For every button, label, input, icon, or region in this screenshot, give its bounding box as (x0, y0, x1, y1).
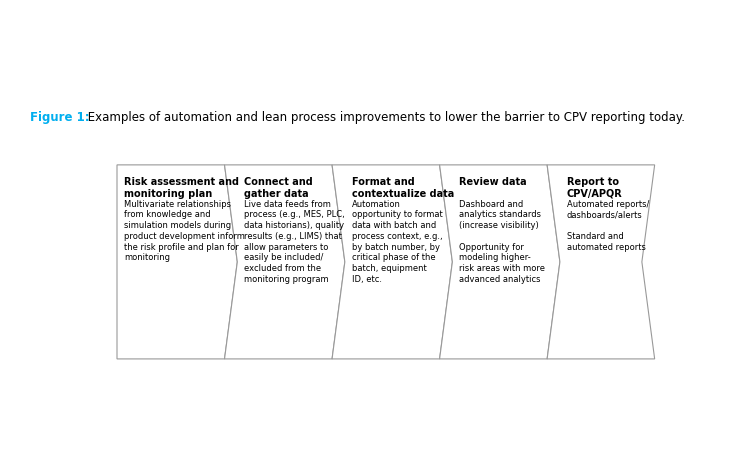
Text: Dashboard and
analytics standards
(increase visibility)

Opportunity for
modelin: Dashboard and analytics standards (incre… (459, 199, 545, 284)
Text: Format and
contextualize data: Format and contextualize data (352, 177, 454, 198)
Text: Live data feeds from
process (e.g., MES, PLC,
data historians), quality
results : Live data feeds from process (e.g., MES,… (244, 199, 345, 284)
Polygon shape (440, 165, 560, 359)
Text: Automation
opportunity to format
data with batch and
process context, e.g.,
by b: Automation opportunity to format data wi… (352, 199, 442, 284)
Text: Multivariate relationships
from knowledge and
simulation models during
product d: Multivariate relationships from knowledg… (124, 199, 244, 262)
Text: Figure 1:: Figure 1: (30, 111, 90, 124)
Text: Review data: Review data (459, 177, 527, 187)
Text: Risk assessment and
monitoring plan: Risk assessment and monitoring plan (124, 177, 239, 198)
Text: Connect and
gather data: Connect and gather data (244, 177, 313, 198)
Polygon shape (332, 165, 452, 359)
Text: Report to
CPV/APQR: Report to CPV/APQR (567, 177, 622, 198)
Polygon shape (224, 165, 345, 359)
Text: Examples of automation and lean process improvements to lower the barrier to CPV: Examples of automation and lean process … (84, 111, 685, 124)
Polygon shape (547, 165, 655, 359)
Text: Automated reports/
dashboards/alerts

Standard and
automated reports: Automated reports/ dashboards/alerts Sta… (567, 199, 650, 252)
Polygon shape (117, 165, 237, 359)
